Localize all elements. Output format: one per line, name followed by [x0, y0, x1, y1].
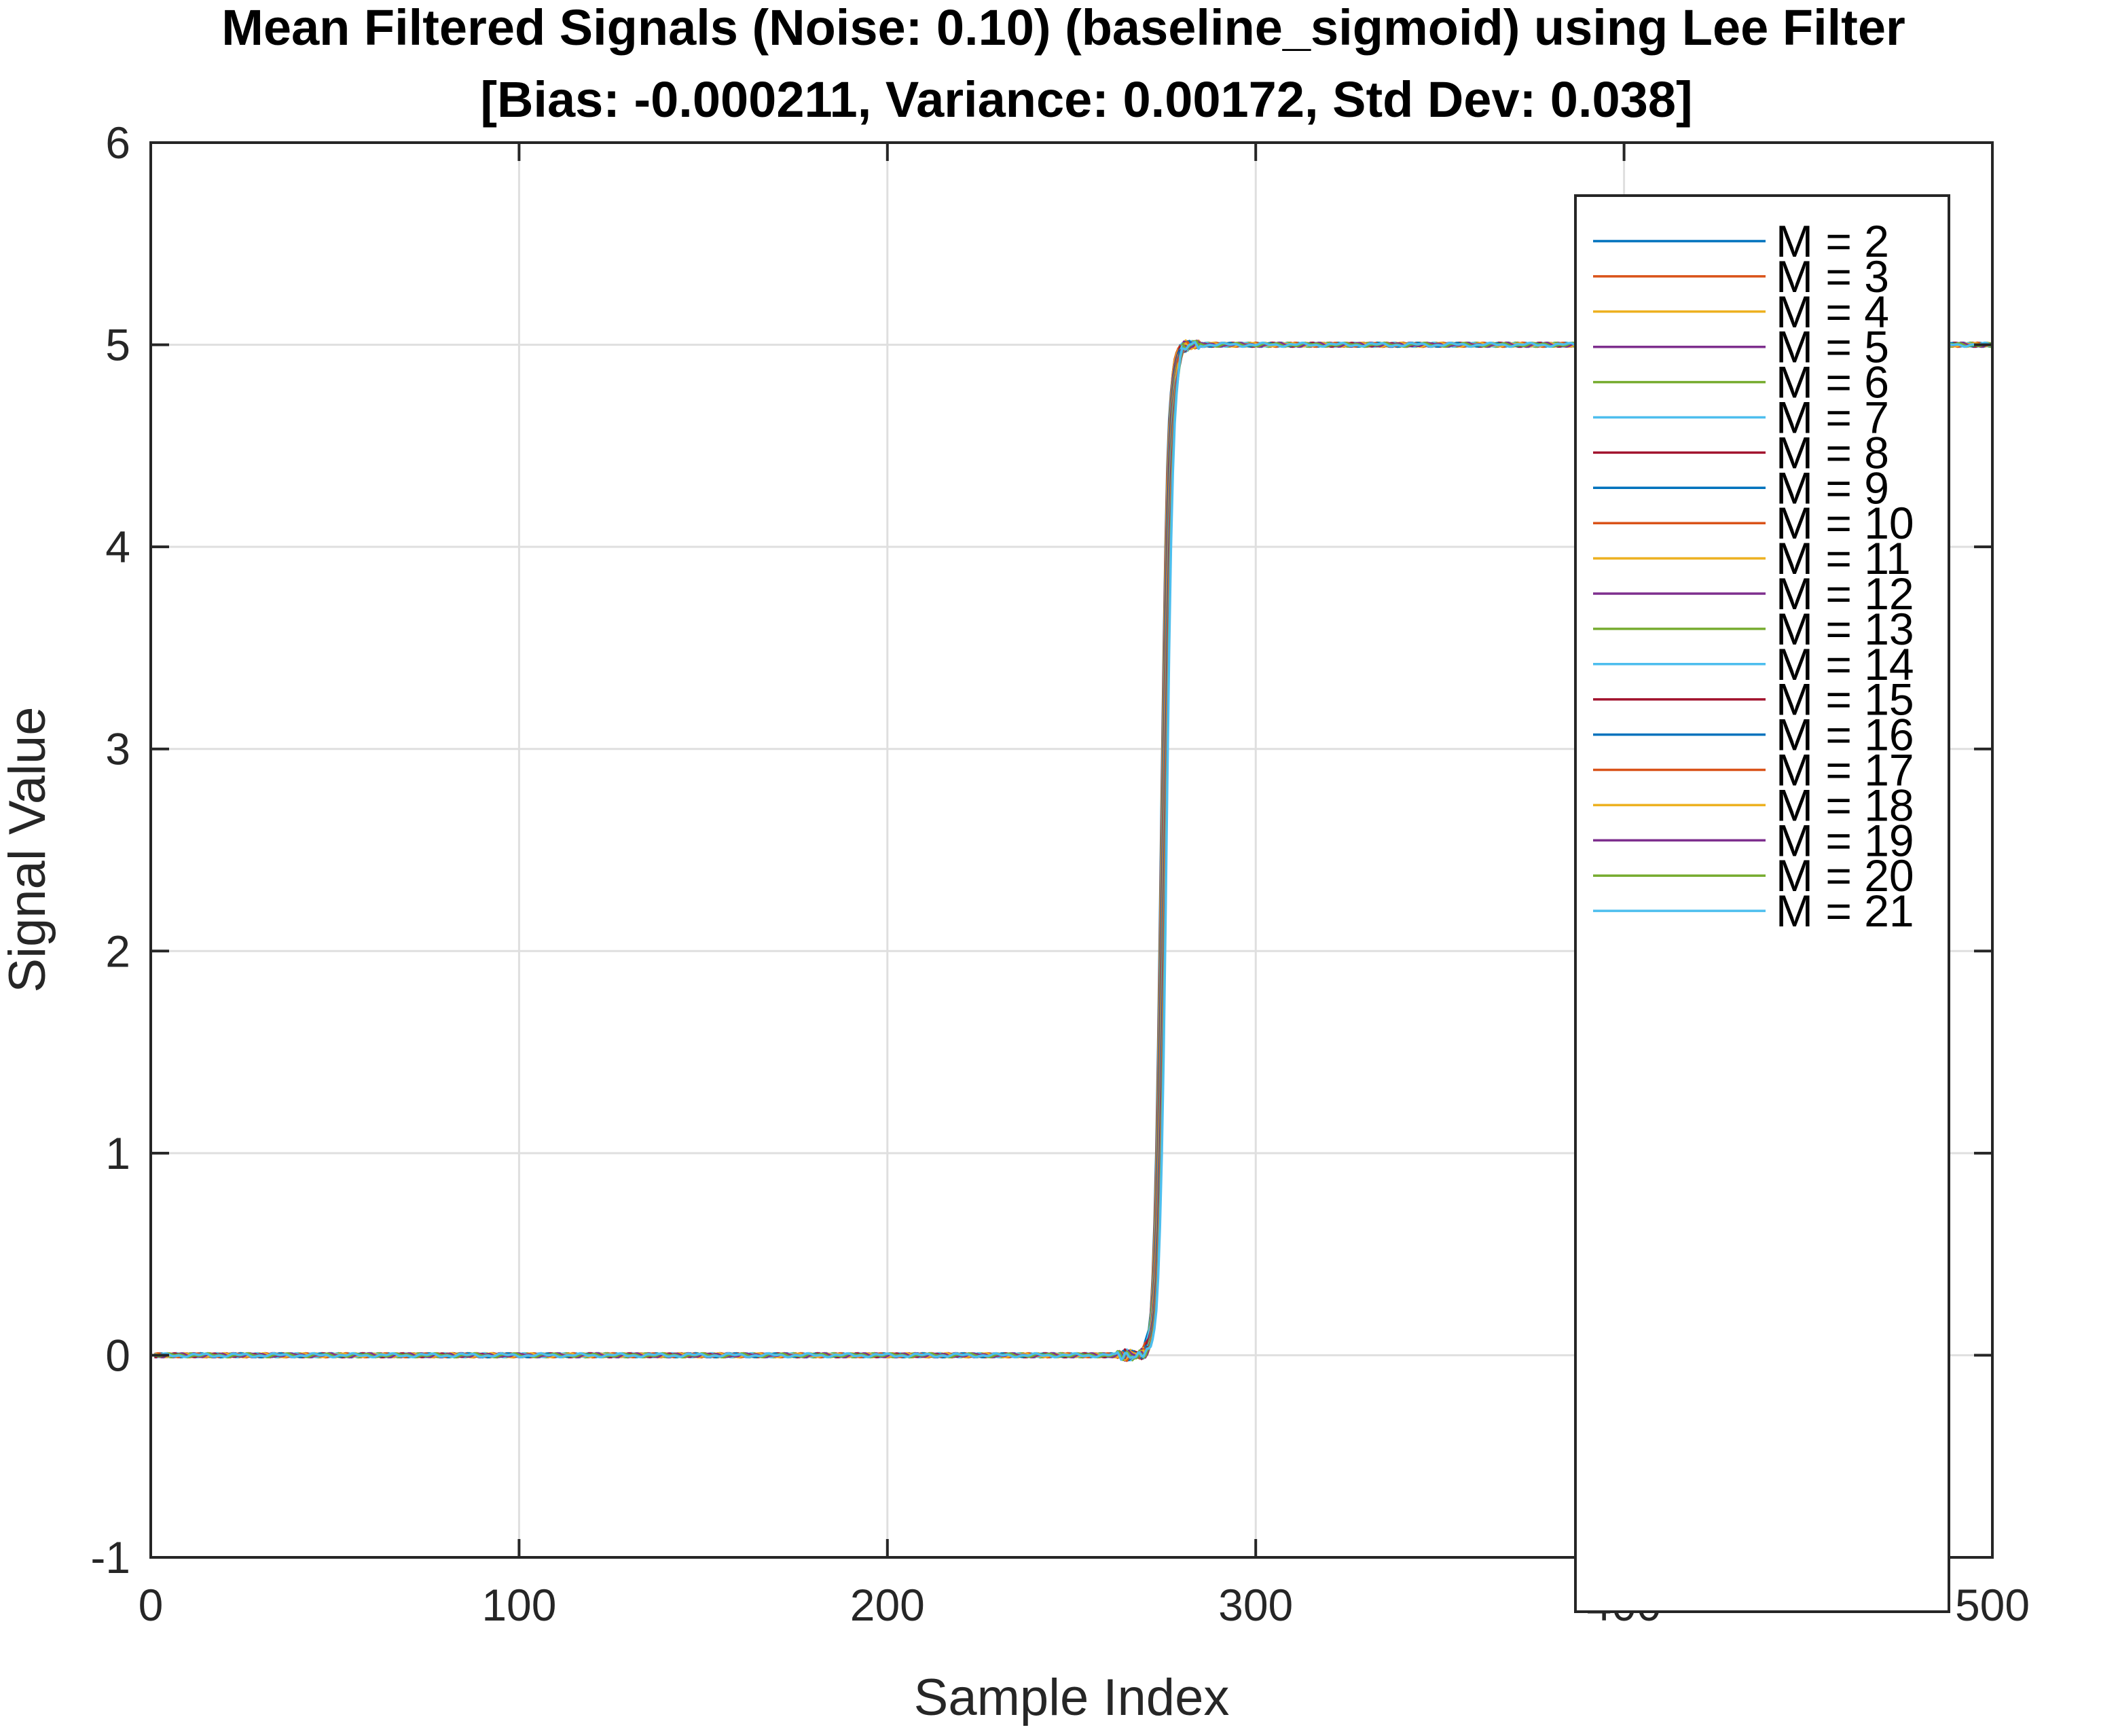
legend-entry-label: M = 4	[1776, 287, 1889, 337]
legend-entry-label: M = 16	[1776, 710, 1914, 760]
legend-entry-label: M = 19	[1776, 815, 1914, 865]
legend: M = 2M = 3M = 4M = 5M = 6M = 7M = 8M = 9…	[1574, 194, 1950, 1613]
legend-entry-label: M = 20	[1776, 850, 1914, 901]
legend-box	[1574, 194, 1950, 1613]
y-tick-label: 2	[105, 926, 130, 976]
legend-entry-label: M = 17	[1776, 745, 1914, 795]
y-tick-label: 6	[105, 117, 130, 168]
legend-entry-label: M = 13	[1776, 604, 1914, 654]
x-tick-label: 200	[850, 1580, 925, 1630]
y-tick-label: -1	[90, 1532, 130, 1583]
x-axis-label: Sample Index	[914, 1669, 1230, 1726]
y-axis-label: Signal Value	[0, 706, 56, 992]
chart-subtitle: [Bias: -0.000211, Variance: 0.00172, Std…	[480, 71, 1692, 128]
legend-entry-label: M = 6	[1776, 357, 1889, 408]
legend-entry-label: M = 2	[1776, 216, 1889, 266]
legend-entry-label: M = 21	[1776, 886, 1914, 936]
y-tick-label: 4	[105, 522, 130, 572]
legend-entry-label: M = 14	[1776, 639, 1914, 689]
legend-entry-label: M = 9	[1776, 463, 1889, 513]
x-tick-label: 0	[139, 1580, 164, 1630]
legend-entry-label: M = 3	[1776, 251, 1889, 302]
chart-title: Mean Filtered Signals (Noise: 0.10) (bas…	[221, 0, 1905, 56]
legend-entry-label: M = 5	[1776, 322, 1889, 372]
legend-entry-label: M = 15	[1776, 674, 1914, 725]
legend-entry-label: M = 12	[1776, 568, 1914, 619]
y-tick-label: 5	[105, 320, 130, 370]
x-tick-label: 100	[481, 1580, 556, 1630]
y-tick-label: 0	[105, 1330, 130, 1380]
legend-entry-label: M = 18	[1776, 780, 1914, 830]
x-tick-label: 300	[1218, 1580, 1293, 1630]
y-tick-label: 3	[105, 724, 130, 774]
y-tick-label: 1	[105, 1128, 130, 1178]
axes-box	[149, 141, 1994, 1559]
x-tick-label: 500	[1955, 1580, 2030, 1630]
legend-entry-label: M = 11	[1776, 533, 1911, 583]
legend-entry-label: M = 10	[1776, 498, 1914, 548]
legend-entry-label: M = 7	[1776, 393, 1889, 443]
legend-entry-label: M = 8	[1776, 427, 1889, 477]
